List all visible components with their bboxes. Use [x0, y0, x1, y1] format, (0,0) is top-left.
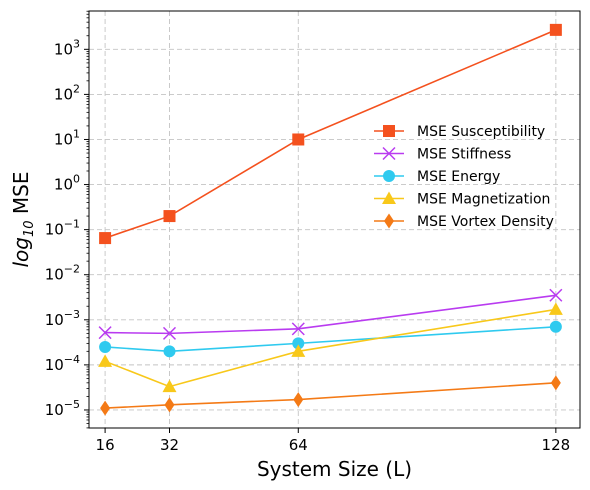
data-point	[99, 340, 112, 353]
y-tick-label: 10−5	[45, 398, 80, 419]
data-point	[98, 354, 113, 367]
data-point	[292, 337, 305, 350]
axis-ticks: 16 32 64 128 10−5 10−4 10−3 10−2 10−1 100 101 102 10…	[45, 10, 571, 454]
x-axis-title: System Size (L)	[257, 457, 412, 481]
y-axis-title-base: 10	[22, 220, 37, 237]
data-point	[98, 326, 112, 340]
data-point	[163, 210, 176, 223]
plot-frame	[88, 10, 581, 429]
series-layer	[98, 23, 563, 416]
series-mse-energy	[99, 320, 562, 358]
legend-marker	[383, 170, 395, 182]
legend-marker	[382, 146, 396, 161]
data-point	[549, 23, 562, 36]
data-point	[162, 326, 177, 340]
data-point	[549, 288, 563, 302]
data-point	[100, 400, 111, 416]
y-axis-title-mse: MSE	[9, 172, 33, 221]
y-tick-label: 100	[54, 173, 80, 194]
data-point	[291, 322, 305, 336]
x-tick-label: 128	[542, 436, 571, 454]
legend: MSE Susceptibility MSE Stiffness MSE Energ…	[374, 124, 554, 230]
series-line	[105, 294, 556, 335]
grid	[89, 11, 580, 428]
data-point	[291, 344, 306, 357]
legend-entry: MSE Susceptibility	[374, 124, 545, 140]
legend-label: MSE Susceptibility	[417, 124, 545, 140]
legend-entry: MSE Stiffness	[374, 147, 511, 163]
y-axis-title: log10 MSE	[9, 172, 37, 268]
y-tick-label: 103	[54, 37, 80, 58]
series-line	[105, 325, 556, 353]
y-tick-label: 10−2	[45, 263, 80, 284]
legend-label: MSE Vortex Density	[417, 214, 554, 230]
y-axis-title-log: log	[9, 237, 33, 268]
data-point	[162, 379, 177, 393]
legend-entry: MSE Energy	[374, 169, 500, 185]
data-point	[164, 397, 175, 413]
y-tick-label: 102	[54, 82, 80, 103]
y-tick-label: 10−3	[45, 308, 80, 329]
data-point	[293, 392, 304, 408]
data-point	[550, 375, 561, 391]
series-mse-stiffness	[98, 288, 563, 340]
y-tick-label: 10−1	[45, 218, 80, 239]
legend-entry: MSE Magnetization	[374, 191, 550, 208]
x-tick-label: 64	[289, 436, 308, 454]
data-point	[292, 133, 305, 146]
legend-marker	[383, 125, 395, 137]
x-tick-label: 32	[160, 436, 179, 454]
legend-label: MSE Energy	[417, 169, 500, 185]
legend-label: MSE Magnetization	[417, 192, 550, 208]
legend-entry: MSE Vortex Density	[374, 213, 554, 230]
series-mse-susceptibility	[99, 23, 562, 245]
legend-label: MSE Stiffness	[417, 147, 511, 163]
series-mse-magnetization	[98, 302, 563, 393]
x-tick-label: 16	[96, 436, 115, 454]
data-point	[163, 345, 176, 358]
y-tick-label: 10−4	[45, 353, 80, 374]
data-point	[548, 302, 563, 315]
series-line	[104, 308, 556, 388]
series-line	[105, 382, 556, 409]
series-mse-vortex-density	[100, 375, 561, 416]
data-point	[99, 232, 112, 245]
data-point	[549, 320, 562, 333]
series-line	[104, 29, 557, 239]
legend-marker	[382, 191, 396, 204]
legend-marker	[384, 213, 394, 229]
y-tick-label: 101	[54, 127, 80, 148]
